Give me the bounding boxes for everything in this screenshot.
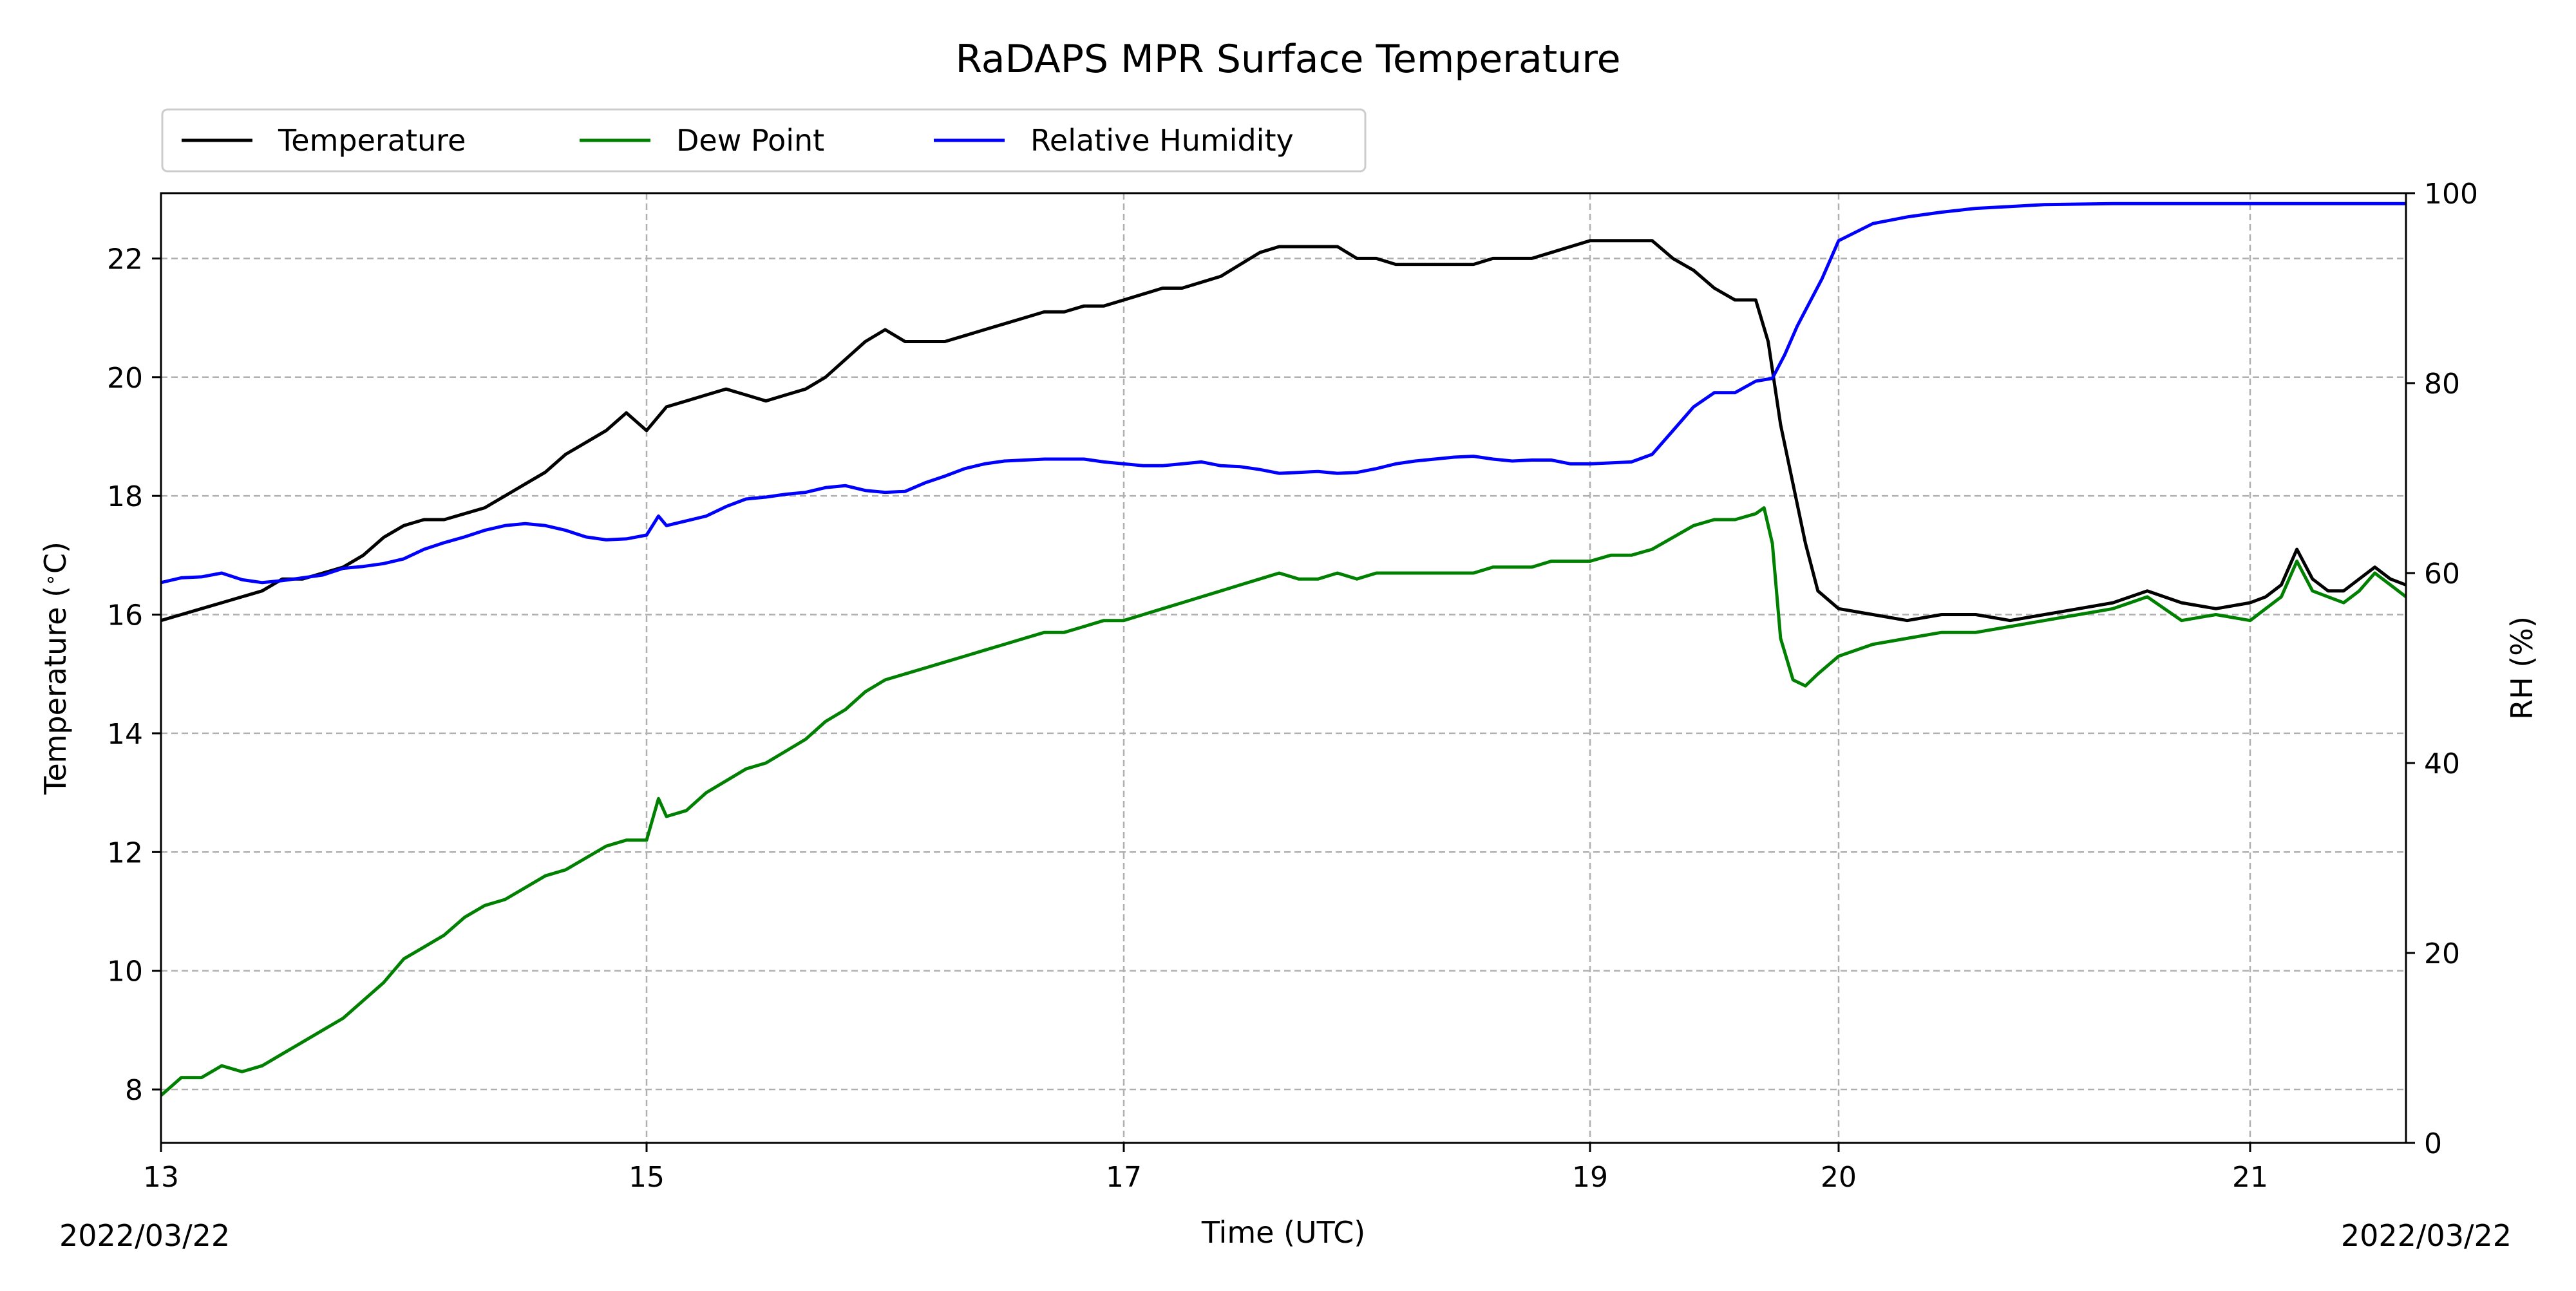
y2-tick-label: 80 [2424, 368, 2460, 400]
y-tick-label: 10 [107, 956, 143, 988]
date-label-right: 2022/03/22 [2341, 1218, 2512, 1253]
dew-point-line [160, 506, 2407, 1097]
x-tick-label: 21 [2232, 1161, 2268, 1194]
plot-frame [160, 192, 2407, 1144]
y-tick-label: 22 [107, 243, 143, 276]
y-tick-label: 14 [107, 718, 143, 751]
series-lines [160, 202, 2407, 1097]
legend-label: Temperature [278, 123, 466, 158]
y-tick-label: 12 [107, 836, 143, 869]
y2-tick-label: 0 [2424, 1127, 2442, 1160]
x-axis-label: Time (UTC) [1201, 1215, 1365, 1250]
axis-ticks: 13 15 17 19 20 21 8 10 12 14 16 18 20 22 0 20 40 60 80 100 [107, 178, 2478, 1194]
y2-tick-label: 40 [2424, 748, 2460, 780]
date-label-left: 2022/03/22 [59, 1218, 230, 1253]
y-axis-label-unit: C) [38, 542, 73, 574]
y-tick-label: 16 [107, 599, 143, 632]
legend-label: Relative Humidity [1030, 123, 1294, 158]
x-tick-label: 13 [143, 1161, 179, 1194]
x-tick-label: 20 [1821, 1161, 1857, 1194]
chart-title: RaDAPS MPR Surface Temperature [955, 37, 1620, 82]
temperature-line [160, 239, 2407, 623]
x-tick-label: 19 [1572, 1161, 1608, 1194]
legend-label: Dew Point [676, 123, 824, 158]
x-tick-label: 17 [1106, 1161, 1142, 1194]
grid-lines [160, 193, 2406, 1143]
legend-frame [161, 108, 1367, 173]
y-tick-label: 8 [125, 1074, 143, 1107]
y2-axis-label: RH (%) [2505, 616, 2539, 720]
x-tick-label: 15 [629, 1161, 665, 1194]
y2-tick-label: 60 [2424, 558, 2460, 590]
y-axis-label: Temperature (∘C) [38, 542, 73, 795]
y-tick-label: 18 [107, 480, 143, 513]
y2-tick-label: 100 [2424, 178, 2478, 211]
legend: Temperature Dew Point Relative Humidity [161, 108, 1367, 173]
y-axis-label-text: Temperature ( [38, 586, 73, 795]
y-axis-label-degree: ∘ [39, 574, 62, 586]
relative-humidity-line [160, 202, 2406, 585]
y2-tick-label: 20 [2424, 938, 2460, 970]
y-tick-label: 20 [107, 362, 143, 395]
